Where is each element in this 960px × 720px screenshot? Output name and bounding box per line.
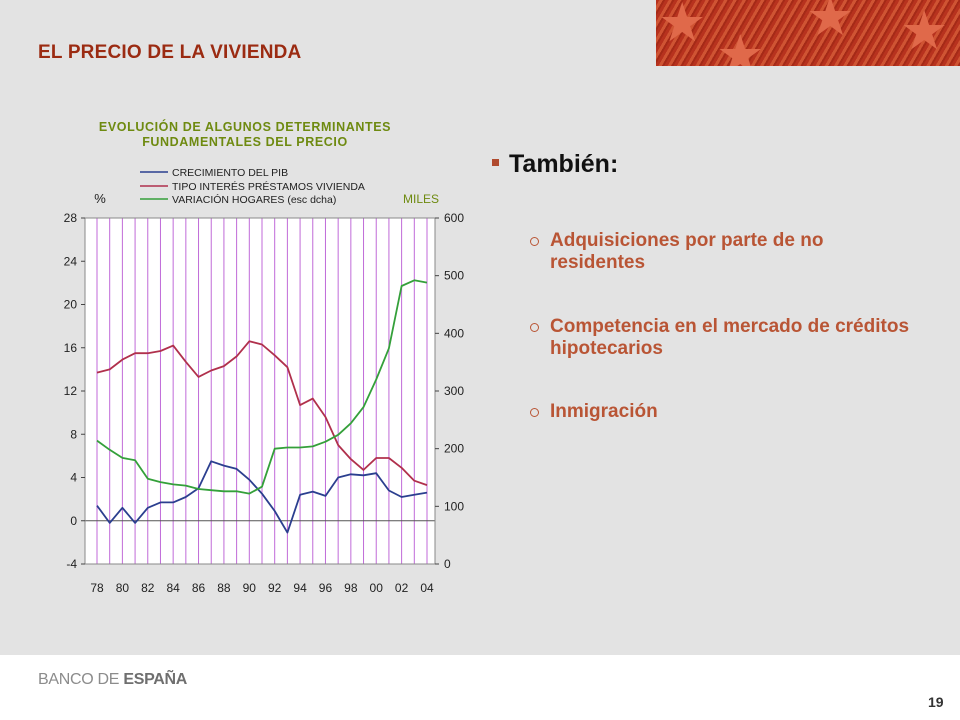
y-right-tick-label: 0	[444, 557, 451, 571]
y-left-tick-label: 28	[64, 211, 78, 225]
x-tick-label: 82	[141, 581, 155, 595]
y-right-tick-label: 500	[444, 269, 464, 283]
page-title: EL PRECIO DE LA VIVIENDA	[38, 42, 302, 63]
series-line	[96, 460, 428, 534]
y-right-tick-label: 600	[444, 211, 464, 225]
legend-entry: CRECIMIENTO DEL PIB	[172, 167, 288, 179]
header-banner-image: ★ ★ ★ ★	[656, 0, 960, 66]
x-tick-label: 02	[395, 581, 409, 595]
x-tick-label: 86	[192, 581, 206, 595]
square-bullet-icon	[492, 158, 499, 166]
plot-area	[85, 218, 435, 564]
sub-bullet-text: Inmigración	[550, 401, 658, 422]
circle-bullet-icon	[530, 237, 539, 246]
y-left-tick-label: 8	[70, 427, 77, 441]
x-tick-label: 88	[217, 581, 231, 595]
circle-bullet-icon	[530, 408, 539, 417]
y-left-tick-label: 12	[64, 384, 78, 398]
x-tick-label: 78	[90, 581, 104, 595]
legend-entry: VARIACIÓN HOGARES (esc dcha)	[172, 193, 336, 206]
y-right-tick-label: 300	[444, 384, 464, 398]
chart-title: EVOLUCIÓN DE ALGUNOS DETERMINANTES FUNDA…	[70, 120, 420, 150]
main-bullet-text: También:	[509, 150, 619, 178]
star-icon: ★	[900, 1, 949, 61]
y-right-axis-label: MILES	[403, 192, 439, 206]
series-line	[96, 279, 428, 495]
x-tick-label: 92	[268, 581, 282, 595]
sub-bullet-competencia: Competencia en el mercado de créditos hi…	[530, 316, 910, 360]
page-number: 19	[928, 694, 944, 710]
chart-title-line1: EVOLUCIÓN DE ALGUNOS DETERMINANTES	[98, 120, 392, 134]
y-left-tick-label: 16	[64, 341, 78, 355]
star-icon: ★	[806, 0, 855, 47]
sub-bullet-inmigracion: Inmigración	[530, 401, 910, 423]
legend-entry: TIPO INTERÉS PRÉSTAMOS VIVIENDA	[172, 180, 365, 193]
main-bullet: También:	[492, 150, 618, 179]
sub-bullet-text: Competencia en el mercado de créditos hi…	[550, 316, 910, 359]
sub-bullet-text: Adquisiciones por parte de no residentes	[550, 230, 824, 273]
star-icon: ★	[716, 25, 765, 66]
circle-bullet-icon	[530, 323, 539, 332]
chart-title-line2: FUNDAMENTALES DEL PRECIO	[142, 135, 348, 149]
x-tick-label: 04	[420, 581, 434, 595]
y-left-tick-label: -4	[66, 557, 77, 571]
series-line	[96, 340, 428, 486]
x-tick-label: 84	[166, 581, 180, 595]
y-right-tick-label: 400	[444, 326, 464, 340]
sub-bullet-adquisiciones: Adquisiciones por parte de no residentes	[530, 230, 910, 274]
x-tick-label: 98	[344, 581, 358, 595]
x-tick-label: 94	[293, 581, 307, 595]
y-right-tick-label: 100	[444, 499, 464, 513]
y-right-tick-label: 200	[444, 442, 464, 456]
y-left-axis-label: %	[94, 191, 106, 206]
y-left-tick-label: 20	[64, 298, 78, 312]
y-left-tick-label: 4	[70, 471, 77, 485]
banco-de-espana-logo: BANCO DE ESPAÑA	[38, 671, 188, 688]
y-left-tick-label: 24	[64, 254, 78, 268]
x-tick-label: 00	[370, 581, 384, 595]
x-tick-label: 96	[319, 581, 333, 595]
x-tick-label: 90	[243, 581, 257, 595]
y-left-tick-label: 0	[70, 514, 77, 528]
star-icon: ★	[658, 0, 707, 53]
x-tick-label: 80	[116, 581, 130, 595]
